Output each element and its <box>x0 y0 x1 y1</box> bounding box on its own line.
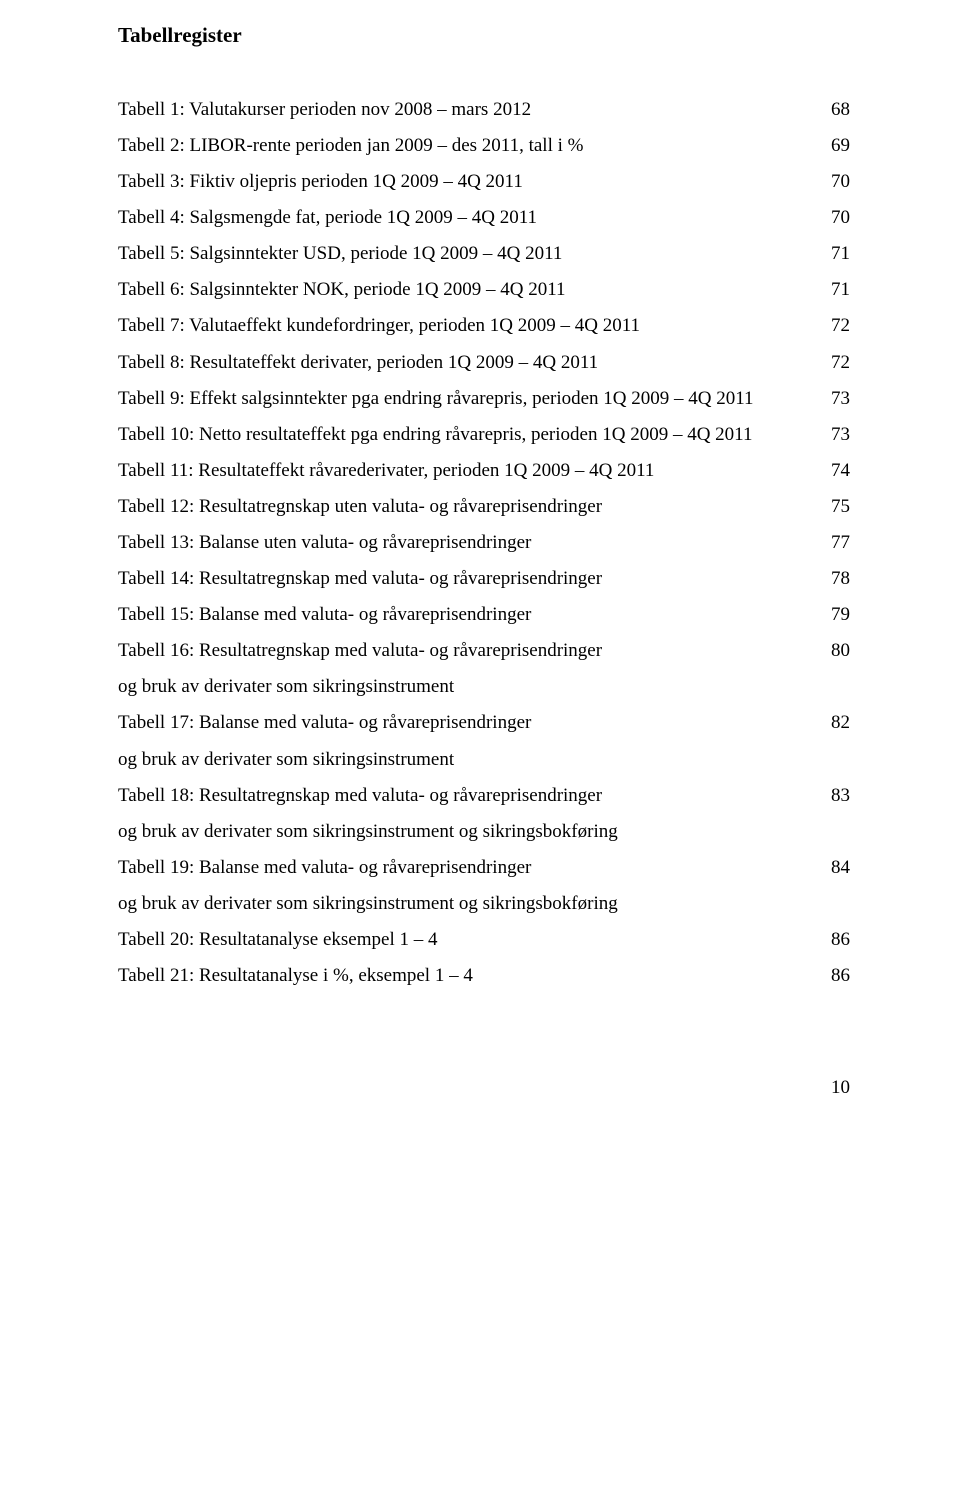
entry-label: og bruk av derivater som sikringsinstrum… <box>118 814 820 850</box>
list-item: og bruk av derivater som sikringsinstrum… <box>118 886 850 922</box>
list-item: Tabell 17: Balanse med valuta- og råvare… <box>118 705 850 741</box>
entry-page: 77 <box>820 525 850 561</box>
entry-page: 83 <box>820 778 850 814</box>
entry-page: 68 <box>820 92 850 128</box>
table-register-list: Tabell 1: Valutakurser perioden nov 2008… <box>118 92 850 994</box>
list-item: Tabell 18: Resultatregnskap med valuta- … <box>118 778 850 814</box>
page-title: Tabellregister <box>118 16 850 56</box>
list-item: Tabell 7: Valutaeffekt kundefordringer, … <box>118 308 850 344</box>
list-item: Tabell 5: Salgsinntekter USD, periode 1Q… <box>118 236 850 272</box>
entry-page: 71 <box>820 236 850 272</box>
entry-label: Tabell 13: Balanse uten valuta- og råvar… <box>118 525 820 561</box>
entry-label: Tabell 21: Resultatanalyse i %, eksempel… <box>118 958 820 994</box>
entry-page: 72 <box>820 308 850 344</box>
entry-label: Tabell 10: Netto resultateffekt pga endr… <box>118 417 820 453</box>
list-item: Tabell 10: Netto resultateffekt pga endr… <box>118 417 850 453</box>
entry-page: 82 <box>820 705 850 741</box>
entry-label: Tabell 8: Resultateffekt derivater, peri… <box>118 345 820 381</box>
list-item: Tabell 4: Salgsmengde fat, periode 1Q 20… <box>118 200 850 236</box>
entry-page: 70 <box>820 200 850 236</box>
list-item: og bruk av derivater som sikringsinstrum… <box>118 814 850 850</box>
entry-page: 86 <box>820 958 850 994</box>
entry-label: Tabell 15: Balanse med valuta- og råvare… <box>118 597 820 633</box>
entry-label: Tabell 14: Resultatregnskap med valuta- … <box>118 561 820 597</box>
entry-page: 73 <box>820 417 850 453</box>
list-item: Tabell 20: Resultatanalyse eksempel 1 – … <box>118 922 850 958</box>
list-item: Tabell 16: Resultatregnskap med valuta- … <box>118 633 850 669</box>
entry-label: Tabell 4: Salgsmengde fat, periode 1Q 20… <box>118 200 820 236</box>
entry-label: og bruk av derivater som sikringsinstrum… <box>118 669 820 705</box>
entry-page: 78 <box>820 561 850 597</box>
list-item: Tabell 9: Effekt salgsinntekter pga endr… <box>118 381 850 417</box>
entry-label: Tabell 19: Balanse med valuta- og råvare… <box>118 850 820 886</box>
entry-page: 74 <box>820 453 850 489</box>
entry-page: 86 <box>820 922 850 958</box>
entry-label: Tabell 16: Resultatregnskap med valuta- … <box>118 633 820 669</box>
entry-label: Tabell 9: Effekt salgsinntekter pga endr… <box>118 381 820 417</box>
entry-page: 75 <box>820 489 850 525</box>
list-item: Tabell 21: Resultatanalyse i %, eksempel… <box>118 958 850 994</box>
list-item: Tabell 14: Resultatregnskap med valuta- … <box>118 561 850 597</box>
entry-page: 71 <box>820 272 850 308</box>
list-item: Tabell 19: Balanse med valuta- og råvare… <box>118 850 850 886</box>
list-item: Tabell 1: Valutakurser perioden nov 2008… <box>118 92 850 128</box>
entry-page: 79 <box>820 597 850 633</box>
entry-label: Tabell 20: Resultatanalyse eksempel 1 – … <box>118 922 820 958</box>
entry-label: Tabell 2: LIBOR-rente perioden jan 2009 … <box>118 128 820 164</box>
list-item: Tabell 8: Resultateffekt derivater, peri… <box>118 345 850 381</box>
entry-label: Tabell 17: Balanse med valuta- og råvare… <box>118 705 820 741</box>
entry-label: Tabell 12: Resultatregnskap uten valuta-… <box>118 489 820 525</box>
entry-label: Tabell 18: Resultatregnskap med valuta- … <box>118 778 820 814</box>
entry-page: 72 <box>820 345 850 381</box>
page-number: 10 <box>0 994 960 1126</box>
list-item: Tabell 2: LIBOR-rente perioden jan 2009 … <box>118 128 850 164</box>
entry-label: Tabell 1: Valutakurser perioden nov 2008… <box>118 92 820 128</box>
entry-label: og bruk av derivater som sikringsinstrum… <box>118 886 820 922</box>
entry-page: 69 <box>820 128 850 164</box>
list-item: Tabell 11: Resultateffekt råvarederivate… <box>118 453 850 489</box>
entry-page: 84 <box>820 850 850 886</box>
page-content: Tabellregister Tabell 1: Valutakurser pe… <box>0 0 960 994</box>
list-item: Tabell 6: Salgsinntekter NOK, periode 1Q… <box>118 272 850 308</box>
list-item: og bruk av derivater som sikringsinstrum… <box>118 669 850 705</box>
entry-label: Tabell 3: Fiktiv oljepris perioden 1Q 20… <box>118 164 820 200</box>
entry-label: og bruk av derivater som sikringsinstrum… <box>118 742 820 778</box>
entry-page: 73 <box>820 381 850 417</box>
list-item: og bruk av derivater som sikringsinstrum… <box>118 742 850 778</box>
entry-page: 70 <box>820 164 850 200</box>
entry-label: Tabell 7: Valutaeffekt kundefordringer, … <box>118 308 820 344</box>
list-item: Tabell 13: Balanse uten valuta- og råvar… <box>118 525 850 561</box>
list-item: Tabell 12: Resultatregnskap uten valuta-… <box>118 489 850 525</box>
entry-label: Tabell 11: Resultateffekt råvarederivate… <box>118 453 820 489</box>
entry-label: Tabell 5: Salgsinntekter USD, periode 1Q… <box>118 236 820 272</box>
entry-label: Tabell 6: Salgsinntekter NOK, periode 1Q… <box>118 272 820 308</box>
entry-page: 80 <box>820 633 850 669</box>
list-item: Tabell 3: Fiktiv oljepris perioden 1Q 20… <box>118 164 850 200</box>
list-item: Tabell 15: Balanse med valuta- og råvare… <box>118 597 850 633</box>
